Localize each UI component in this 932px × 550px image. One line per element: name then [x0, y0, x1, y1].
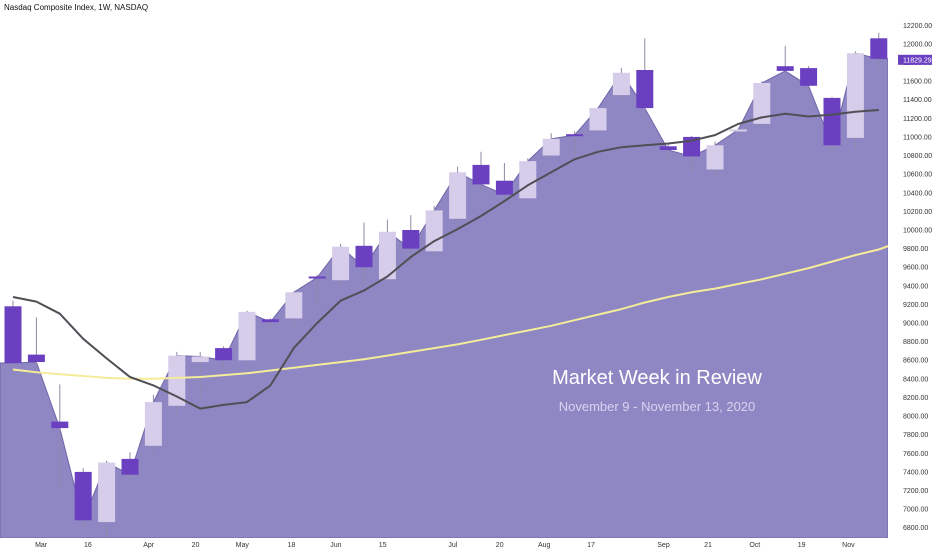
candle-up [238, 311, 256, 361]
y-tick-label: 9200.00 [903, 302, 928, 309]
x-axis-background [0, 538, 932, 550]
candle-down [566, 134, 584, 137]
candle-up [285, 292, 303, 319]
last-price-tag-box [898, 54, 932, 65]
last-price-tag: 11829.29 [898, 54, 932, 65]
candle-down [472, 164, 490, 185]
candle-down [823, 97, 841, 146]
y-tick-label: 10600.00 [903, 172, 932, 179]
candle-down [659, 146, 677, 150]
moving-average-short [12, 109, 879, 410]
candle-down [308, 276, 326, 279]
candle-down [121, 458, 139, 475]
y-tick-label: 7800.00 [903, 432, 928, 439]
candle-up [729, 129, 747, 132]
candle-up [519, 161, 537, 199]
y-tick-label: 8600.00 [903, 358, 928, 365]
x-tick-label: 16 [84, 542, 92, 549]
candle-down [800, 68, 818, 86]
y-tick-label: 11200.00 [903, 116, 932, 123]
x-tick-label: May [236, 542, 250, 549]
x-tick-label: 20 [192, 542, 200, 549]
x-tick-label: Aug [538, 542, 551, 549]
x-tick-label: Mar [35, 542, 48, 549]
candle-up [542, 138, 560, 156]
candle-down [74, 471, 92, 521]
x-tick-label: Apr [143, 542, 155, 549]
x-axis: Mar 16 Apr 20 May 18 Jun 15 Jul 20 Aug 17 Sep 21 Oct 19… [0, 538, 932, 550]
y-tick-label: 9800.00 [903, 246, 928, 253]
moving-average-layer [12, 109, 903, 410]
y-tick-label: 6800.00 [903, 525, 928, 532]
x-tick-label: 19 [798, 542, 806, 549]
candle-down [27, 354, 45, 362]
candle-up [332, 246, 350, 281]
y-tick-label: 7200.00 [903, 488, 928, 495]
overlay-title: Market Week in Review [552, 367, 762, 389]
moving-average-long [12, 240, 903, 380]
candle-down [870, 38, 888, 59]
y-axis-background [888, 0, 932, 550]
x-tick-label: Sep [657, 542, 670, 549]
x-tick-label: Jul [448, 542, 457, 549]
x-tick-label: 18 [288, 542, 296, 549]
candle-down [261, 319, 279, 323]
y-tick-label: 8400.00 [903, 376, 928, 383]
y-tick-label: 11400.00 [903, 97, 932, 104]
y-tick-label: 11600.00 [903, 79, 932, 86]
candle-down [636, 70, 654, 109]
y-tick-label: 8800.00 [903, 339, 928, 346]
y-tick-label: 12000.00 [903, 41, 932, 48]
y-tick-label: 7400.00 [903, 469, 928, 476]
candle-down [495, 180, 513, 195]
candle-layer [4, 38, 888, 523]
candle-down [355, 245, 373, 268]
candle-up [191, 356, 209, 363]
candle-up [425, 210, 443, 252]
candle-down [402, 230, 420, 249]
x-tick-label: 17 [587, 542, 595, 549]
x-tick-label: 20 [496, 542, 504, 549]
candle-up [753, 83, 771, 124]
symbol-label: Nasdaq Composite Index, 1W, NASDAQ [4, 3, 148, 12]
candle-up [168, 355, 186, 406]
y-tick-label: 9600.00 [903, 265, 928, 272]
x-tick-label: Nov [842, 542, 855, 549]
x-tick-label: Jun [330, 542, 341, 549]
candle-up [378, 231, 396, 280]
last-price-tag-label: 11829.29 [903, 57, 932, 64]
y-tick-label: 12200.00 [903, 23, 932, 30]
y-tick-label: 7600.00 [903, 451, 928, 458]
candle-up [589, 108, 607, 131]
candle-down [776, 66, 794, 71]
y-tick-label: 10000.00 [903, 228, 932, 235]
candle-down [215, 348, 233, 361]
x-tick-label: 15 [379, 542, 387, 549]
overlay-subtitle: November 9 - November 13, 2020 [559, 399, 756, 414]
y-tick-label: 7000.00 [903, 507, 928, 514]
y-tick-label: 10400.00 [903, 190, 932, 197]
candle-up [706, 145, 724, 170]
candle-down [4, 306, 22, 364]
x-tick-label: 21 [704, 542, 712, 549]
candle-up [612, 72, 630, 96]
candle-up [144, 402, 162, 446]
y-tick-label: 10800.00 [903, 153, 932, 160]
y-axis: 6800.00 7000.00 7200.00 7400.00 7600.00 7800.… [888, 0, 932, 550]
candle-up [846, 53, 864, 138]
candle-up [449, 172, 467, 219]
y-tick-label: 8000.00 [903, 414, 928, 421]
y-tick-label: 8200.00 [903, 395, 928, 402]
candle-up [98, 462, 116, 523]
y-tick-label: 9000.00 [903, 321, 928, 328]
candle-down [51, 421, 69, 429]
y-tick-label: 9400.00 [903, 283, 928, 290]
x-tick-label: Oct [749, 542, 760, 549]
y-tick-label: 11000.00 [903, 134, 932, 141]
y-tick-label: 10200.00 [903, 209, 932, 216]
